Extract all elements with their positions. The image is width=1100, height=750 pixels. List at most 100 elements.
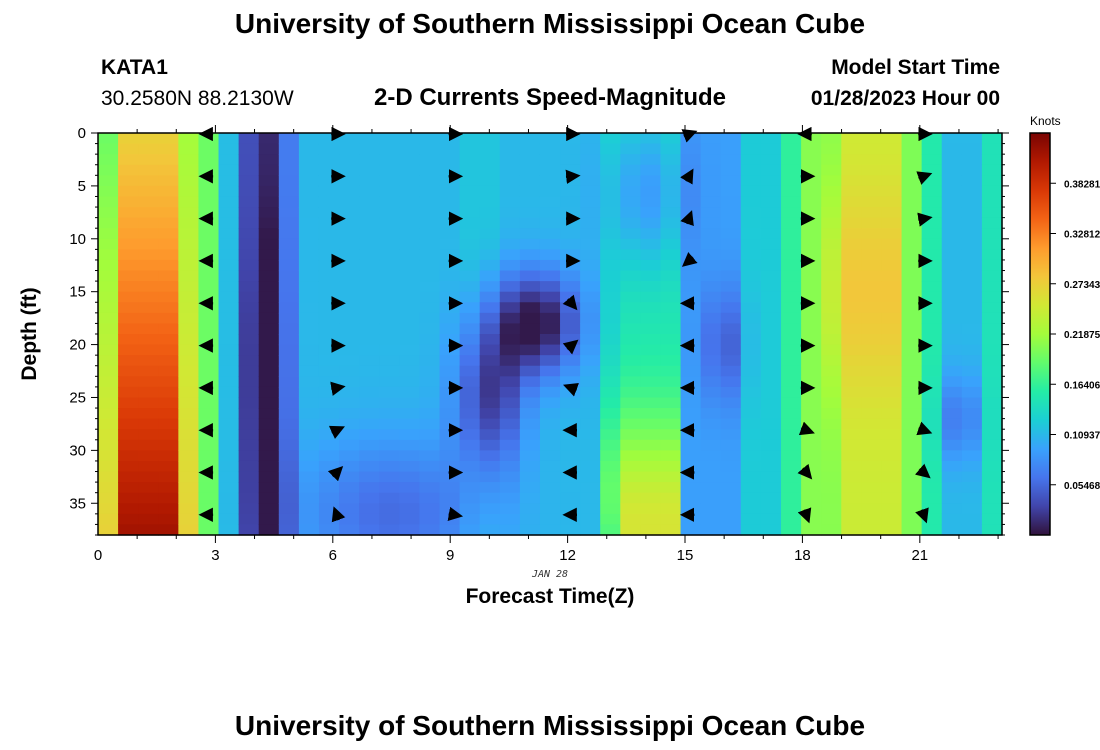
heatmap-cell — [821, 164, 842, 176]
heatmap-cell — [821, 429, 842, 441]
heatmap-cell — [901, 312, 923, 325]
heatmap-cell — [620, 397, 641, 409]
heatmap-cell — [801, 291, 822, 303]
heatmap-cell — [359, 175, 380, 187]
heatmap-cell — [298, 323, 320, 335]
heatmap-cell — [519, 259, 541, 272]
heatmap-cell — [278, 429, 300, 441]
heatmap-cell — [600, 344, 621, 356]
heatmap-cell — [339, 281, 360, 293]
heatmap-cell — [178, 217, 200, 229]
heatmap-cell — [399, 376, 421, 388]
heatmap-cell — [479, 238, 501, 250]
heatmap-cell — [961, 386, 983, 399]
heatmap-cell — [198, 482, 220, 494]
heatmap-cell — [941, 291, 963, 303]
heatmap-cell — [519, 482, 541, 494]
heatmap-cell — [981, 196, 1003, 208]
heatmap-cell — [238, 355, 260, 367]
heatmap-cell — [680, 323, 702, 335]
heatmap-cell — [781, 492, 802, 504]
heatmap-cell — [298, 270, 320, 282]
heatmap-cell — [138, 439, 159, 451]
heatmap-cell — [218, 281, 240, 293]
heatmap-cell — [258, 334, 280, 346]
heatmap-cell — [399, 503, 421, 515]
heatmap-cell — [459, 460, 481, 473]
current-arrow — [447, 506, 464, 522]
heatmap-cell — [298, 482, 320, 494]
heatmap-cell — [700, 386, 722, 399]
heatmap-cell — [479, 312, 501, 325]
heatmap-cell — [961, 281, 983, 293]
heatmap-cell — [740, 207, 762, 219]
heatmap-cell — [941, 460, 963, 473]
heatmap-cell — [379, 196, 400, 208]
heatmap-cell — [238, 492, 260, 504]
heatmap-cell — [680, 418, 702, 430]
heatmap-cell — [740, 334, 762, 346]
heatmap-cell — [580, 323, 601, 335]
heatmap-cell — [841, 323, 862, 335]
heatmap-cell — [499, 196, 521, 208]
heatmap-cell — [278, 503, 300, 515]
heatmap-cell — [138, 291, 159, 303]
heatmap-cell — [479, 334, 501, 346]
heatmap-cell — [419, 249, 441, 261]
heatmap-cell — [680, 376, 702, 388]
heatmap-cell — [921, 281, 943, 293]
heatmap-cell — [499, 270, 521, 282]
heatmap-cell — [318, 376, 340, 388]
heatmap-cell — [600, 460, 621, 473]
heatmap-cell — [379, 386, 400, 399]
heatmap-cell — [318, 439, 340, 451]
heatmap-cell — [419, 259, 441, 272]
heatmap-cell — [539, 154, 561, 166]
heatmap-cell — [158, 154, 179, 166]
heatmap-cell — [921, 207, 943, 219]
heatmap-cell — [479, 418, 501, 430]
heatmap-cell — [479, 217, 501, 229]
heatmap-cell — [720, 471, 742, 483]
heatmap-cell — [499, 133, 521, 145]
heatmap-cell — [981, 270, 1003, 282]
heatmap-cell — [881, 418, 903, 430]
heatmap-cell — [700, 207, 722, 219]
x-tick-label: 3 — [211, 547, 219, 564]
heatmap-cell — [218, 238, 240, 250]
heatmap-cell — [479, 164, 501, 176]
heatmap-cell — [258, 503, 280, 515]
heatmap-cell — [941, 397, 963, 409]
heatmap-cell — [941, 439, 963, 451]
heatmap-cell — [98, 207, 119, 219]
heatmap-cell — [339, 355, 360, 367]
heatmap-cell — [720, 154, 742, 166]
heatmap-cell — [298, 228, 320, 240]
heatmap-cell — [118, 207, 139, 219]
heatmap-cell — [138, 228, 159, 240]
heatmap-cell — [379, 439, 400, 451]
heatmap-cell — [218, 460, 240, 473]
heatmap-cell — [499, 482, 521, 494]
heatmap-cell — [841, 185, 862, 198]
heatmap-cell — [298, 154, 320, 166]
heatmap-cell — [419, 154, 441, 166]
heatmap-cell — [901, 133, 923, 145]
heatmap-cell — [640, 291, 662, 303]
heatmap-cell — [519, 439, 541, 451]
heatmap-cell — [138, 143, 159, 155]
heatmap-cell — [981, 471, 1003, 483]
heatmap-cell — [941, 207, 963, 219]
heatmap-cell — [359, 355, 380, 367]
heatmap-cell — [118, 344, 139, 356]
heatmap-cell — [118, 397, 139, 409]
heatmap-cell — [379, 185, 400, 198]
heatmap-cell — [479, 482, 501, 494]
heatmap-cell — [660, 238, 682, 250]
heatmap-cell — [660, 154, 682, 166]
heatmap-cell — [600, 418, 621, 430]
heatmap-cell — [118, 460, 139, 473]
heatmap-cell — [198, 249, 220, 261]
heatmap-cell — [801, 365, 822, 377]
heatmap-cell — [399, 408, 421, 420]
